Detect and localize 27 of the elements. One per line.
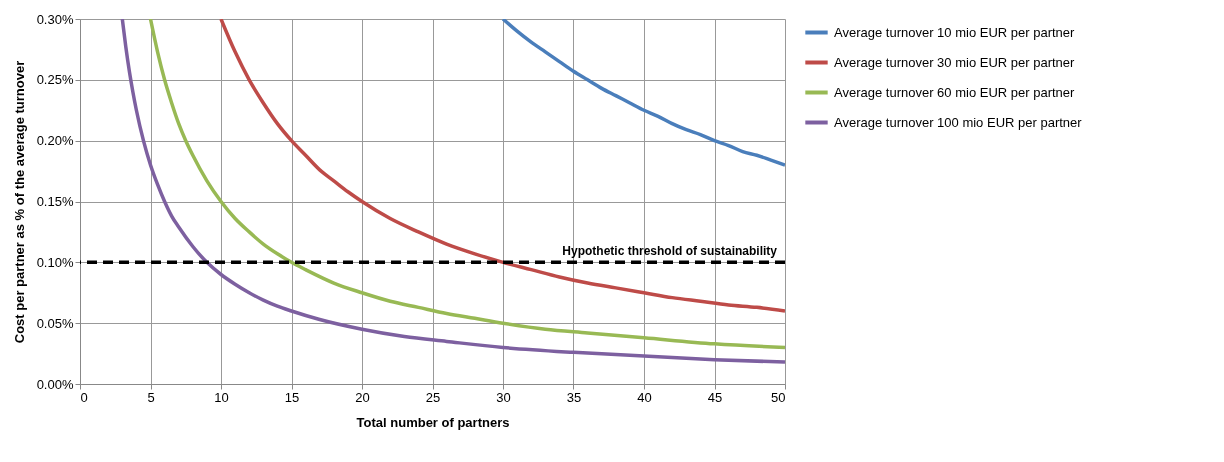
y-tick-label: 0.05%: [36, 315, 74, 331]
line-series: [501, 19, 785, 167]
y-tick-label: 0.30%: [36, 11, 74, 27]
x-tick-label: 35: [566, 389, 582, 405]
y-tick-label: 0.15%: [36, 194, 74, 209]
legend-label: Average turnover 100 mio EUR per partner: [834, 114, 1083, 130]
x-tick-label: 10: [214, 389, 229, 405]
x-tick-label: 40: [637, 389, 652, 405]
x-tick-label: 20: [355, 389, 370, 405]
x-tick-label: 45: [707, 389, 723, 405]
legend-label: Average turnover 10 mio EUR per partner: [834, 24, 1076, 40]
y-tick-label: 0.25%: [36, 72, 74, 88]
x-axis-title: Total number of partners: [356, 414, 510, 430]
ref-line-label: Hypothetic threshold of sustainability: [562, 244, 778, 259]
y-axis-title: Cost per partner as % of the average turnover: [11, 60, 27, 344]
x-tick-label: 30: [496, 389, 511, 405]
x-tick-label: 50: [771, 389, 786, 405]
x-tick-label: 0: [80, 389, 88, 405]
legend-label: Average turnover 30 mio EUR per partner: [834, 54, 1076, 70]
y-tick-label: 0.00%: [36, 376, 74, 392]
y-tick-label: 0.10%: [36, 254, 74, 270]
line-series: [219, 19, 785, 313]
y-tick-label: 0.20%: [36, 133, 74, 149]
x-tick-label: 15: [284, 389, 300, 405]
x-tick-label: 5: [147, 389, 155, 405]
legend-label: Average turnover 60 mio EUR per partner: [834, 84, 1076, 100]
x-tick-label: 25: [425, 389, 441, 405]
